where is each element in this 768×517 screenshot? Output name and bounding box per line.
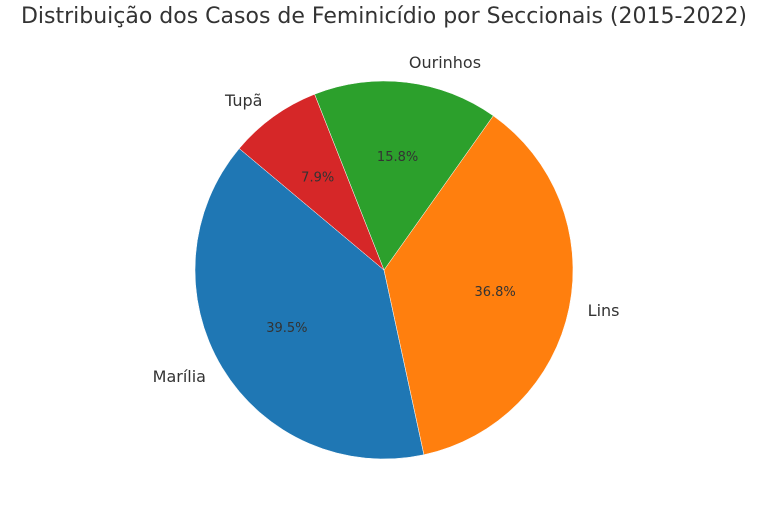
slice-label-1: Lins [588, 301, 620, 320]
pie-slice-0 [194, 148, 425, 460]
slice-label-2: Ourinhos [409, 53, 481, 72]
chart-title: Distribuição dos Casos de Feminicídio po… [20, 4, 748, 29]
slice-label-3: Tupã [224, 91, 262, 110]
pie-slice-2 [314, 80, 494, 271]
pie-slices [194, 80, 574, 460]
slice-label-0: Marília [153, 367, 206, 386]
percent-label-3: 7.9% [301, 171, 334, 186]
pie-labels: Marília 39.5% Lins 36.8% Ourinhos 15.8% Tupã 7.… [153, 53, 620, 386]
pie-slice-3 [238, 93, 385, 271]
percent-label-1: 36.8% [474, 285, 515, 300]
percent-label-2: 15.8% [377, 150, 418, 165]
percent-label-0: 39.5% [266, 321, 307, 336]
pie-slice-1 [383, 115, 574, 456]
